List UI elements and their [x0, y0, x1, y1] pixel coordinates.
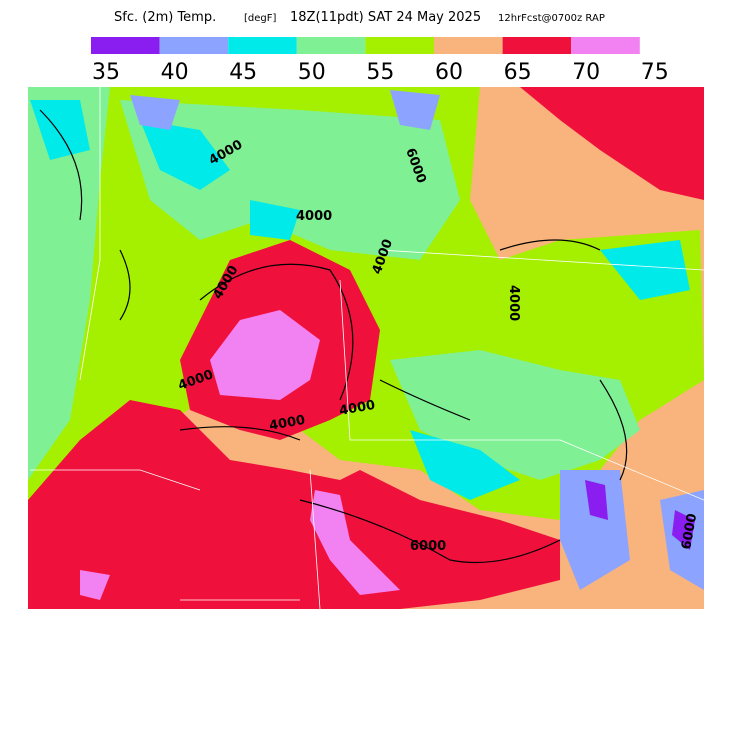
- contour-label: 6000: [410, 539, 446, 554]
- region: [28, 87, 110, 480]
- colorbar-label: 45: [229, 60, 257, 85]
- color-swatch: [228, 37, 297, 54]
- color-swatch: [502, 37, 572, 54]
- contour-label: 4000: [296, 209, 332, 224]
- color-swatch: [434, 37, 503, 54]
- region: [80, 490, 400, 600]
- color-swatch: [365, 37, 434, 54]
- contour-label: 4000: [268, 413, 306, 434]
- region: [585, 480, 695, 550]
- color-swatch: [91, 37, 160, 54]
- contour-label: 4000: [338, 398, 376, 419]
- color-swatch: [159, 37, 229, 54]
- contour: [39, 109, 628, 564]
- header: Sfc. (2m) Temp. [degF] 18Z(11pdt) SAT 24…: [114, 10, 605, 25]
- contour-label: 6000: [679, 512, 700, 550]
- region: [520, 87, 704, 200]
- colorbar-label: 70: [572, 60, 600, 85]
- valid-time: 18Z(11pdt) SAT 24 May 2025: [290, 10, 481, 25]
- colorbar: 35 40 45 50 55 60 65 70 75: [91, 37, 669, 85]
- colorbar-label: 50: [298, 60, 326, 85]
- colorbar-label: 75: [641, 60, 669, 85]
- colorbar-label: 35: [92, 60, 120, 85]
- colorbar-label: 60: [435, 60, 463, 85]
- contour-label: 4000: [506, 285, 521, 321]
- units: [degF]: [244, 13, 277, 24]
- field: Sfc. (2m) Temp.: [114, 10, 216, 25]
- region: [28, 400, 560, 609]
- color-swatch: [571, 37, 640, 54]
- colorbar-label: 40: [161, 60, 189, 85]
- colorbar-label: 65: [504, 60, 532, 85]
- colorbar-label: 55: [366, 60, 394, 85]
- map: 4000400040006000400040004000400060004000…: [28, 87, 704, 609]
- region: [210, 310, 320, 400]
- color-swatch: [296, 37, 366, 54]
- run: 12hrFcst@0700z RAP: [498, 13, 605, 24]
- border: [30, 87, 704, 609]
